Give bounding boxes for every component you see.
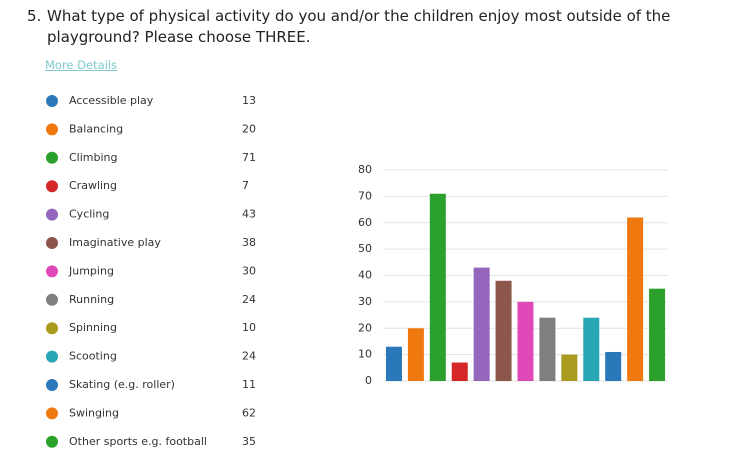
legend-marker xyxy=(46,435,58,448)
bar xyxy=(605,351,622,381)
y-tick-label: 70 xyxy=(358,189,372,202)
legend-label: Accessible play xyxy=(69,94,154,107)
bar xyxy=(539,317,556,381)
bar xyxy=(429,193,446,381)
legend-value: 11 xyxy=(242,378,256,391)
question-title: What type of physical activity do you an… xyxy=(47,7,671,46)
y-tick-label: 40 xyxy=(358,269,372,282)
y-tick-label: 30 xyxy=(358,295,372,308)
bar xyxy=(495,280,512,381)
legend-value: 10 xyxy=(242,321,256,334)
bar xyxy=(627,217,644,381)
legend-marker xyxy=(46,407,58,420)
legend-marker xyxy=(46,322,58,335)
legend-marker xyxy=(46,350,58,363)
bar xyxy=(385,346,402,381)
legend-value: 24 xyxy=(242,293,256,306)
question: 5. What type of physical activity do you … xyxy=(27,6,727,48)
legend-marker xyxy=(46,237,58,249)
legend-label: Crawling xyxy=(69,179,117,192)
legend-value: 24 xyxy=(242,350,256,363)
legend-marker xyxy=(46,208,58,221)
legend-value: 38 xyxy=(242,236,256,249)
legend-label: Skating (e.g. roller) xyxy=(69,378,175,391)
legend-value: 30 xyxy=(242,264,256,277)
legend-value: 35 xyxy=(242,435,256,448)
bar xyxy=(451,362,468,381)
more-details-link[interactable]: More Details xyxy=(45,58,118,72)
y-tick-label: 80 xyxy=(358,163,372,176)
legend-value: 62 xyxy=(242,406,256,419)
y-tick-label: 0 xyxy=(365,374,372,387)
y-tick-label: 60 xyxy=(358,216,372,229)
legend-label: Jumping xyxy=(68,264,114,277)
y-tick-label: 50 xyxy=(358,242,372,255)
legend-marker xyxy=(46,293,58,306)
legend-label: Climbing xyxy=(69,151,118,164)
legend-label: Cycling xyxy=(69,208,109,221)
bar xyxy=(561,354,578,381)
legend-value: 20 xyxy=(242,122,256,135)
legend-value: 7 xyxy=(242,179,249,192)
legend-label: Swinging xyxy=(69,406,119,419)
legend-marker xyxy=(46,123,58,136)
legend-label: Scooting xyxy=(69,350,117,363)
legend-marker xyxy=(46,151,58,164)
question-number: 5. xyxy=(27,7,42,25)
y-tick-label: 10 xyxy=(358,348,372,361)
bar xyxy=(583,317,600,381)
legend-marker xyxy=(46,379,58,391)
bar xyxy=(407,328,424,381)
legend-label: Spinning xyxy=(69,321,117,334)
legend-label: Other sports e.g. football xyxy=(69,435,207,448)
bar xyxy=(649,288,666,381)
bar xyxy=(473,267,490,381)
legend-label: Running xyxy=(69,293,114,306)
legend-value: 43 xyxy=(242,208,256,221)
legend-marker xyxy=(46,265,58,278)
y-tick-label: 20 xyxy=(358,321,372,334)
bar xyxy=(517,301,534,381)
legend-marker xyxy=(46,180,58,193)
legend-value: 13 xyxy=(242,94,256,107)
legend-label: Balancing xyxy=(69,122,123,135)
legend-label: Imaginative play xyxy=(69,236,161,249)
legend-marker xyxy=(46,95,58,107)
legend-value: 71 xyxy=(242,151,256,164)
